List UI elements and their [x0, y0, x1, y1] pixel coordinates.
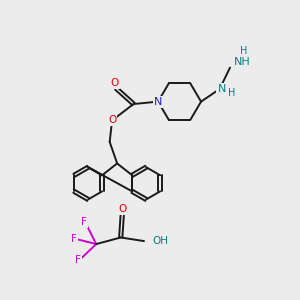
Text: N: N [218, 84, 226, 94]
Text: NH: NH [234, 57, 251, 67]
Text: H: H [240, 46, 247, 56]
Text: F: F [75, 256, 81, 266]
Text: OH: OH [152, 236, 168, 246]
Text: F: F [71, 234, 77, 244]
Text: N: N [154, 97, 162, 106]
Text: O: O [118, 204, 126, 214]
Text: H: H [228, 88, 236, 98]
Text: O: O [111, 78, 119, 88]
Text: F: F [81, 217, 87, 227]
Text: O: O [108, 116, 116, 125]
